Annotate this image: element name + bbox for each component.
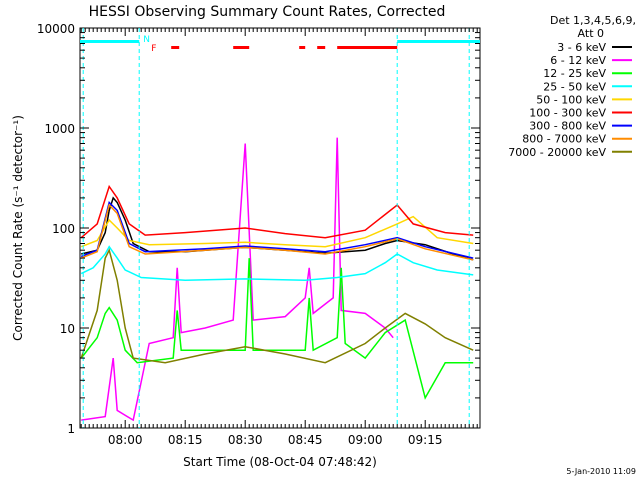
flare-bar-2 (233, 46, 250, 49)
series-line-6 (80, 184, 474, 239)
series-line-1 (81, 196, 474, 261)
flare-bar-5 (337, 46, 398, 49)
flare-bar-1 (171, 46, 180, 49)
legend-label-4: 25 - 50 keV (543, 80, 606, 93)
legend-label-2: 6 - 12 keV (550, 54, 606, 67)
y-tick-label-3: 100 (52, 222, 75, 236)
legend-label-1: 3 - 6 keV (557, 41, 606, 54)
flare-bar-3 (299, 46, 306, 49)
series-line-3 (80, 258, 474, 400)
y-tick-label-5: 10000 (37, 22, 75, 36)
x-tick-label-3: 08:30 (228, 433, 263, 447)
legend-label-8: 800 - 7000 keV (522, 133, 606, 146)
x-tick-label-1: 08:00 (108, 433, 143, 447)
legend-header-line-2: Att 0 (578, 27, 604, 40)
x-axis: 08:00 08:15 08:30 08:45 09:00 09:15 (80, 28, 478, 447)
legend-label-3: 12 - 25 keV (543, 67, 606, 80)
flare-bar-4 (317, 46, 326, 49)
flags-layer: NF (80, 28, 480, 428)
series-line-4 (80, 245, 474, 282)
series-line-8 (80, 203, 474, 261)
x-tick-label-5: 09:00 (348, 433, 383, 447)
night-bar-1 (80, 40, 140, 43)
series-line-7 (80, 201, 474, 259)
plot-frame (79, 27, 481, 429)
series-line-5 (80, 215, 474, 248)
night-bar-2 (397, 40, 480, 43)
y-axis-label: Corrected Count Rate (s⁻¹ detector⁻¹) (11, 115, 25, 341)
legend-header-line-1: Det 1,3,4,5,6,9, (550, 14, 636, 27)
legend-label-5: 50 - 100 keV (536, 93, 606, 106)
legend-label-6: 100 - 300 keV (529, 107, 606, 120)
legend-label-7: 300 - 800 keV (529, 120, 606, 133)
x-axis-label: Start Time (08-Oct-04 07:48:42) (183, 455, 377, 469)
plot-area (80, 137, 474, 422)
y-tick-label-1: 1 (67, 422, 75, 436)
y-tick-label-2: 10 (60, 322, 75, 336)
x-tick-label-4: 08:45 (288, 433, 323, 447)
y-tick-label-4: 1000 (44, 122, 75, 136)
footer-date: 5-Jan-2010 11:09 (566, 467, 636, 476)
series-line-9 (80, 248, 474, 364)
chart-title: HESSI Observing Summary Count Rates, Cor… (89, 4, 446, 20)
series-line-2 (81, 137, 394, 422)
y-axis: 1 10 100 1000 10000 (37, 22, 480, 436)
flare-flag-label: F (151, 44, 156, 54)
x-tick-label-6: 09:15 (408, 433, 443, 447)
night-flag-label: N (143, 35, 150, 45)
x-tick-label-2: 08:15 (168, 433, 203, 447)
legend-label-9: 7000 - 20000 keV (508, 146, 606, 159)
